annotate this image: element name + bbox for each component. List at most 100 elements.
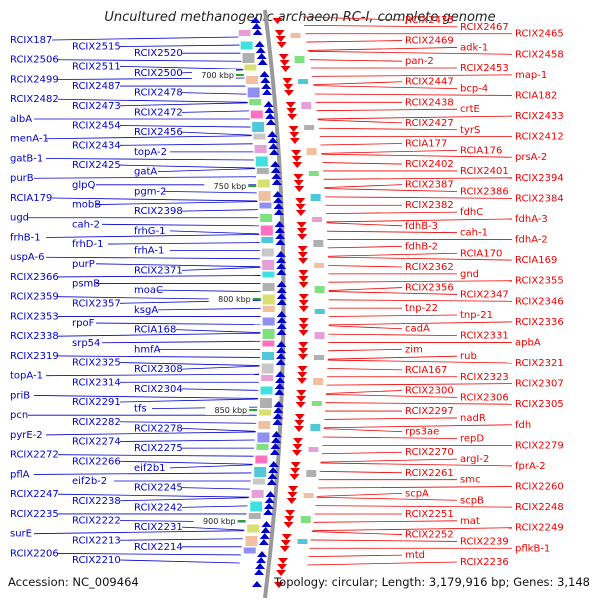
gene-label: tfs: [134, 404, 147, 415]
gene-label: RCIA169: [515, 255, 557, 266]
gene-arrow: [288, 126, 299, 132]
leader-line: [321, 153, 513, 158]
leader-line: [315, 505, 513, 508]
leader-line: [181, 110, 249, 113]
gene-arrow: [280, 540, 291, 546]
gene-label: RCIX2272: [10, 450, 59, 461]
leader-line: [324, 424, 513, 429]
gene-label: gatA: [134, 167, 157, 178]
gene-arrow: [276, 293, 287, 299]
leader-line: [316, 496, 458, 501]
gene-arrow: [290, 462, 301, 468]
gene-arrow: [296, 396, 307, 402]
feature-block: [314, 332, 325, 339]
feature-block: [256, 168, 269, 174]
leader-line: [57, 98, 248, 103]
gene-label: RCIX2356: [405, 283, 454, 294]
leader-line: [95, 322, 261, 325]
gene-arrow: [252, 29, 263, 35]
leader-line: [181, 209, 258, 212]
gene-arrow: [298, 276, 309, 282]
leader-line: [328, 299, 513, 302]
gene-label: RCIX2214: [134, 542, 183, 553]
gene-arrow: [273, 209, 284, 215]
gene-label: RCIX2304: [134, 384, 183, 395]
gene-arrow: [275, 359, 286, 365]
feature-block: [259, 409, 272, 416]
gene-label: cadA: [405, 324, 430, 335]
gene-arrow: [268, 467, 279, 473]
gene-arrow: [257, 59, 268, 65]
gene-arrow: [298, 348, 309, 354]
leader-line: [119, 559, 240, 564]
gene-arrow: [276, 347, 287, 353]
leader-line: [327, 355, 458, 360]
leader-line: [327, 367, 403, 371]
gene-label: argI-2: [460, 454, 489, 465]
gene-label: RCIX2239: [460, 536, 509, 547]
gene-label: RCIX2242: [134, 502, 183, 513]
gene-arrow: [289, 132, 300, 138]
leader-line: [328, 287, 403, 291]
gene-label: crtE: [460, 104, 480, 115]
gene-arrow: [276, 323, 287, 329]
gene-label: RCIX2323: [460, 372, 509, 383]
gene-label: RCIX2238: [72, 496, 121, 507]
feature-block: [247, 524, 260, 533]
gene-arrow: [278, 54, 289, 60]
gene-arrow: [292, 438, 303, 444]
gene-label: RCIX2384: [515, 193, 564, 204]
leader-line: [95, 201, 258, 205]
leader-line: [314, 93, 513, 96]
gene-label: fdhB-2: [405, 241, 438, 252]
gene-arrow: [265, 113, 276, 119]
feature-block: [238, 30, 251, 36]
gene-label: RCIX2270: [405, 447, 454, 458]
gene-arrow: [270, 437, 281, 443]
gene-arrow: [275, 251, 286, 257]
feature-block: [259, 202, 272, 209]
leader-line: [181, 92, 247, 95]
gene-arrow: [297, 234, 308, 240]
gene-arrow: [274, 377, 285, 383]
feature-block: [262, 329, 275, 339]
gene-label: RCIX2458: [515, 49, 564, 60]
gene-arrow: [267, 131, 278, 137]
gene-arrow: [270, 161, 281, 167]
gene-label: RCIX2300: [405, 385, 454, 396]
gene-arrow: [298, 258, 309, 264]
scale-tick-label: 800 kbp: [218, 295, 251, 304]
gene-label: surE: [10, 529, 32, 540]
feature-block: [303, 493, 314, 498]
gene-arrow: [276, 257, 287, 263]
gene-label: RCIX2291: [72, 397, 121, 408]
gene-arrow: [298, 294, 309, 300]
gene-label: hmfA: [134, 344, 161, 355]
gene-label: RCIX2412: [515, 132, 564, 143]
leader-line: [326, 222, 403, 227]
gene-arrow: [251, 23, 262, 29]
gene-arrow: [255, 563, 266, 569]
leader-line: [33, 530, 244, 535]
gene-label: rps3ae: [405, 427, 439, 438]
gene-arrow: [274, 383, 285, 389]
leader-line: [312, 527, 513, 532]
leader-line: [57, 355, 260, 358]
gene-label: frhB-1: [10, 232, 41, 243]
gene-label: frhG-1: [134, 226, 166, 237]
scale-tick-bg: [205, 404, 250, 415]
feature-block: [312, 217, 323, 222]
leader-line: [310, 539, 458, 542]
gene-arrow: [265, 119, 276, 125]
scale-tick-label: 850 kbp: [215, 406, 248, 415]
gene-arrow: [273, 407, 284, 413]
gene-label: topA-2: [134, 147, 167, 158]
gene-arrow: [298, 270, 309, 276]
leader-line: [101, 223, 259, 227]
gene-label: adk-1: [460, 42, 488, 53]
gene-label: RCIX2235: [10, 509, 59, 520]
leader-line: [318, 486, 513, 489]
gene-arrow: [297, 252, 308, 258]
leader-line: [33, 176, 256, 179]
gene-label: RCIX187: [10, 35, 52, 46]
